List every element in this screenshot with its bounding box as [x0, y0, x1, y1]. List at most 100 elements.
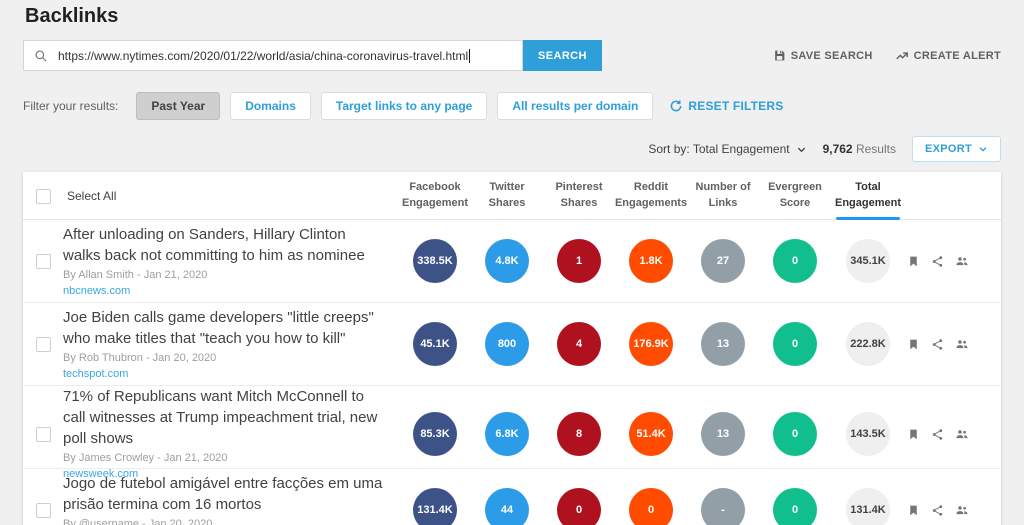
share-icon[interactable] [931, 338, 944, 351]
evergreen-score-badge: 0 [773, 412, 817, 456]
reset-filters-label: RESET FILTERS [688, 99, 784, 113]
trending-up-icon [895, 51, 908, 59]
number-of-links-badge: 27 [701, 239, 745, 283]
facebook-engagement-badge: 338.5K [413, 239, 457, 283]
create-alert-button[interactable]: CREATE ALERT [895, 49, 1001, 63]
create-alert-label: CREATE ALERT [913, 49, 1001, 62]
select-all-label: Select All [67, 189, 117, 203]
bookmark-icon[interactable] [907, 504, 920, 517]
facebook-engagement-badge: 131.4K [413, 488, 457, 525]
article-domain-link[interactable]: nbcnews.com [63, 284, 131, 297]
filter-past-year[interactable]: Past Year [136, 92, 221, 120]
users-icon[interactable] [955, 254, 969, 268]
article-title[interactable]: 71% of Republicans want Mitch McConnell … [63, 388, 378, 447]
twitter-shares-badge: 4.8K [485, 239, 529, 283]
column-pinterest-shares[interactable]: Pinterest Shares [555, 181, 603, 209]
row-checkbox[interactable] [35, 253, 51, 269]
filter-row: Filter your results: Past Year Domains T… [23, 92, 1001, 120]
article-domain-link[interactable]: techspot.com [63, 367, 129, 380]
article-title[interactable]: Joe Biden calls game developers "little … [63, 308, 374, 347]
results-count-word: Results [852, 142, 896, 156]
reset-filters-button[interactable]: RESET FILTERS [669, 99, 783, 113]
text-caret [469, 48, 471, 63]
column-reddit-engagements[interactable]: Reddit Engagements [614, 181, 688, 209]
sort-by-dropdown[interactable]: Sort by: Total Engagement [648, 142, 806, 156]
column-evergreen-score[interactable]: Evergreen Score [768, 181, 822, 209]
results-count: 9,762 Results [823, 142, 896, 156]
total-engagement-badge: 143.5K [846, 412, 890, 456]
table-row: Joe Biden calls game developers "little … [23, 303, 1001, 386]
search-row: https://www.nytimes.com/2020/01/22/world… [23, 40, 1001, 71]
number-of-links-badge: 13 [701, 322, 745, 366]
bookmark-icon[interactable] [907, 255, 920, 268]
pinterest-shares-badge: 1 [557, 239, 601, 283]
search-input[interactable]: https://www.nytimes.com/2020/01/22/world… [23, 40, 523, 71]
save-search-button[interactable]: SAVE SEARCH [773, 49, 873, 62]
article-title[interactable]: After unloading on Sanders, Hillary Clin… [63, 225, 365, 264]
bookmark-icon[interactable] [907, 428, 920, 441]
article-title[interactable]: Jogo de futebol amigável entre facções e… [63, 474, 383, 513]
bookmark-icon[interactable] [907, 338, 920, 351]
refresh-icon [671, 100, 682, 112]
search-icon [35, 49, 47, 62]
reddit-engagements-badge: 1.8K [629, 239, 673, 283]
total-engagement-badge: 131.4K [846, 488, 890, 525]
number-of-links-badge: - [701, 488, 745, 525]
twitter-shares-badge: 6.8K [485, 412, 529, 456]
article-byline: By Rob Thubron - Jan 20, 2020 [63, 351, 217, 364]
share-icon[interactable] [931, 428, 944, 441]
column-total-engagement[interactable]: Total Engagement [831, 172, 905, 220]
users-icon[interactable] [955, 427, 969, 441]
save-search-label: SAVE SEARCH [790, 49, 873, 62]
row-checkbox[interactable] [35, 502, 51, 518]
table-row: 71% of Republicans want Mitch McConnell … [23, 386, 1001, 480]
pinterest-shares-badge: 0 [557, 488, 601, 525]
share-icon[interactable] [931, 504, 944, 517]
search-input-value: https://www.nytimes.com/2020/01/22/world… [58, 48, 469, 63]
chevron-down-icon [797, 147, 805, 152]
article-byline: By Allan Smith - Jan 21, 2020 [63, 268, 208, 281]
number-of-links-badge: 13 [701, 412, 745, 456]
results-count-number: 9,762 [822, 142, 853, 156]
reddit-engagements-badge: 176.9K [629, 322, 673, 366]
facebook-engagement-badge: 45.1K [413, 322, 457, 366]
column-twitter-shares[interactable]: Twitter Shares [488, 181, 526, 209]
article-byline: By James Crowley - Jan 21, 2020 [63, 452, 228, 464]
reddit-engagements-badge: 51.4K [629, 412, 673, 456]
results-table: Select All Facebook Engagement Twitter S… [23, 172, 1001, 525]
filter-all-results[interactable]: All results per domain [497, 92, 654, 120]
select-all-checkbox[interactable] [35, 188, 51, 204]
row-checkbox[interactable] [35, 426, 51, 442]
article-byline: By @username - Jan 20, 2020 [63, 517, 213, 525]
article-domain-link[interactable]: newsweek.com [63, 468, 139, 480]
sort-row: Sort by: Total Engagement 9,762 Results … [23, 136, 1001, 162]
twitter-shares-badge: 44 [485, 488, 529, 525]
twitter-shares-badge: 800 [485, 322, 529, 366]
column-facebook-engagement[interactable]: Facebook Engagement [401, 181, 468, 209]
export-label: EXPORT [924, 143, 972, 155]
users-icon[interactable] [955, 337, 969, 351]
chevron-down-icon [979, 147, 987, 152]
column-number-of-links[interactable]: Number of Links [695, 181, 751, 209]
evergreen-score-badge: 0 [773, 322, 817, 366]
users-icon[interactable] [955, 503, 969, 517]
filter-domains[interactable]: Domains [230, 92, 311, 120]
facebook-engagement-badge: 85.3K [413, 412, 457, 456]
evergreen-score-badge: 0 [773, 488, 817, 525]
page-title: Backlinks [25, 5, 119, 27]
search-button[interactable]: SEARCH [523, 40, 602, 71]
share-icon[interactable] [931, 255, 944, 268]
filter-target-links[interactable]: Target links to any page [320, 92, 488, 120]
filter-label: Filter your results: [23, 99, 119, 113]
save-icon [774, 50, 785, 61]
table-row: Jogo de futebol amigável entre facções e… [23, 469, 1001, 525]
reddit-engagements-badge: 0 [629, 488, 673, 525]
sort-by-label: Sort by: Total Engagement [648, 142, 790, 156]
pinterest-shares-badge: 4 [557, 322, 601, 366]
row-checkbox[interactable] [35, 336, 51, 352]
table-header: Select All Facebook Engagement Twitter S… [23, 172, 1001, 220]
export-button[interactable]: EXPORT [911, 136, 1001, 162]
evergreen-score-badge: 0 [773, 239, 817, 283]
table-row: After unloading on Sanders, Hillary Clin… [23, 220, 1001, 303]
